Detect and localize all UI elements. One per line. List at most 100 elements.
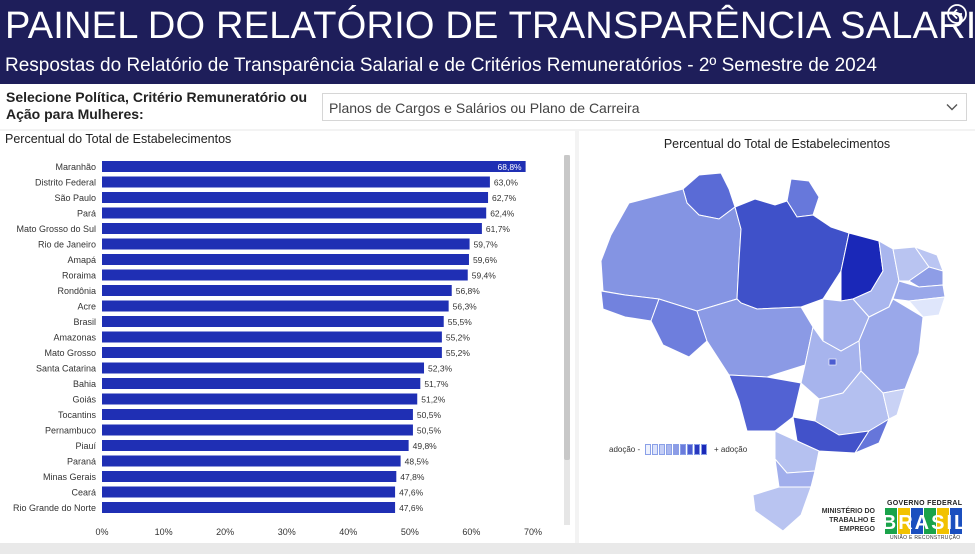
x-tick-label: 60% [462, 527, 480, 537]
dropdown-selected-value: Planos de Cargos e Salários ou Plano de … [329, 100, 640, 116]
data-label: 50,5% [417, 410, 442, 420]
category-label: Pará [77, 209, 96, 219]
bar[interactable] [102, 269, 468, 281]
category-label: Distrito Federal [35, 178, 96, 188]
bar[interactable] [102, 161, 526, 172]
legend-swatch [687, 444, 693, 455]
data-label: 51,7% [424, 379, 449, 389]
x-tick-label: 30% [278, 527, 296, 537]
map-region-mato-grosso[interactable] [696, 298, 814, 378]
bar[interactable] [102, 471, 397, 482]
category-label: Pernambuco [45, 426, 96, 436]
legend-min-label: adoção - [609, 445, 641, 454]
bar[interactable] [102, 378, 421, 389]
bar-chart: Maranhão 68,8% Distrito Federal 63,0% São Pa… [13, 155, 570, 537]
bar[interactable] [102, 393, 418, 405]
filter-bar: Selecione Política, Critério Remuneratór… [0, 84, 975, 129]
data-label: 47,6% [399, 503, 424, 513]
gov-logo-word: BRASIL [885, 512, 968, 534]
bar[interactable] [102, 502, 396, 513]
bar[interactable] [102, 285, 452, 296]
legend-swatch [652, 444, 658, 455]
page-title: PAINEL DO RELATÓRIO DE TRANSPARÊNCIA SAL… [5, 5, 975, 47]
bar[interactable] [102, 362, 425, 374]
data-label: 59,6% [473, 255, 498, 265]
bar[interactable] [102, 254, 469, 265]
data-label: 56,8% [456, 286, 481, 296]
category-label: Brasil [73, 317, 96, 327]
category-label: Rio de Janeiro [38, 240, 96, 250]
data-label: 50,5% [417, 426, 442, 436]
bar[interactable] [102, 347, 442, 358]
category-label: Maranhão [55, 162, 96, 172]
bar[interactable] [102, 192, 489, 203]
map-region-es[interactable] [882, 388, 906, 420]
category-label: Mato Grosso do Sul [16, 224, 96, 234]
data-label: 59,4% [472, 271, 497, 281]
bar[interactable] [102, 238, 470, 250]
legend-swatch [666, 444, 672, 455]
map-region-rs[interactable] [752, 486, 812, 532]
data-label: 49,8% [413, 441, 438, 451]
bar[interactable] [102, 176, 490, 188]
policy-dropdown[interactable]: Planos de Cargos e Salários ou Plano de … [322, 93, 967, 121]
category-label: Amapá [67, 255, 96, 265]
category-label: Piauí [75, 441, 96, 451]
x-tick-label: 50% [401, 527, 419, 537]
bar[interactable] [102, 316, 444, 327]
filter-label: Selecione Política, Critério Remuneratór… [6, 89, 308, 122]
legend-swatch [659, 444, 665, 455]
gov-sub-label: UNIÃO E RECONSTRUÇÃO [890, 535, 961, 541]
category-label: Amazonas [53, 333, 96, 343]
gov-brasil-logo: BRASIL [885, 508, 968, 534]
x-tick-label: 20% [216, 527, 234, 537]
legend-swatch [701, 444, 707, 455]
bar[interactable] [102, 207, 487, 219]
bar[interactable] [102, 455, 401, 467]
data-label: 47,8% [400, 472, 425, 482]
data-label: 63,0% [494, 178, 519, 188]
bar[interactable] [102, 424, 413, 436]
category-label: Santa Catarina [36, 364, 96, 374]
ministry-label: MINISTÉRIO DO TRABALHO E EMPREGO [821, 508, 875, 533]
map-region-ms[interactable] [728, 374, 802, 432]
category-label: Roraima [62, 271, 96, 281]
legend-swatch [680, 444, 686, 455]
bar[interactable] [102, 331, 442, 343]
category-label: Rio Grande do Norte [13, 503, 96, 513]
data-label: 55,5% [448, 317, 473, 327]
map-region-rj[interactable] [853, 417, 891, 455]
map-region-para[interactable] [734, 198, 850, 310]
map-region-sc[interactable] [774, 457, 816, 488]
bar[interactable] [102, 409, 413, 420]
data-label: 56,3% [453, 302, 478, 312]
page-subtitle: Respostas do Relatório de Transparência … [5, 55, 877, 76]
arrow-left-circle-icon[interactable] [946, 3, 968, 25]
scrollbar-thumb[interactable] [564, 155, 570, 460]
map-panel: Percentual do Total de Estabelecimentos … [579, 131, 975, 543]
legend-swatch [645, 444, 651, 455]
bar[interactable] [102, 223, 482, 234]
data-label: 68,8% [498, 162, 523, 172]
bar[interactable] [102, 440, 409, 451]
data-label: 55,2% [446, 348, 471, 358]
bar-chart-panel: Percentual do Total de Estabelecimentos … [0, 131, 575, 543]
category-label: Ceará [71, 488, 96, 498]
bar[interactable] [102, 300, 449, 312]
category-label: Rondônia [57, 286, 96, 296]
category-label: Acre [77, 302, 96, 312]
category-label: Minas Gerais [43, 472, 97, 482]
chart-title: Percentual do Total de Estabelecimentos [5, 132, 232, 146]
data-label: 47,6% [399, 488, 424, 498]
chevron-down-icon[interactable] [944, 99, 960, 115]
x-tick-label: 40% [339, 527, 357, 537]
x-tick-label: 70% [524, 527, 542, 537]
map-region-df[interactable] [828, 358, 837, 366]
data-label: 62,4% [490, 209, 515, 219]
category-label: Mato Grosso [44, 348, 96, 358]
bar[interactable] [102, 486, 396, 498]
header-bar: PAINEL DO RELATÓRIO DE TRANSPARÊNCIA SAL… [0, 0, 975, 84]
map-region-al-se[interactable] [907, 296, 946, 318]
legend-max-label: + adoção [714, 445, 748, 454]
map-title: Percentual do Total de Estabelecimentos [663, 137, 891, 151]
